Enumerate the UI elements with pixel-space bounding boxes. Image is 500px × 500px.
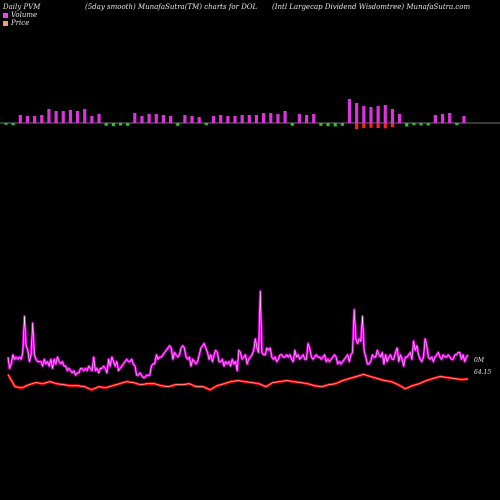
volume-bar	[326, 123, 330, 127]
volume-bar	[376, 106, 380, 123]
volume-bar	[369, 107, 373, 123]
volume-bar	[390, 123, 395, 128]
volume-bar	[197, 117, 201, 123]
volume-bar	[190, 116, 194, 123]
volume-bar	[283, 111, 287, 123]
volume-bar	[304, 115, 309, 123]
volume-bar	[183, 115, 187, 123]
volume-bar	[133, 113, 137, 123]
volume-bar	[161, 115, 166, 123]
volume-bar	[405, 123, 409, 127]
volume-bar	[154, 114, 158, 123]
legend-volume-label: Volume	[11, 11, 38, 19]
volume-bar	[397, 114, 402, 123]
header-right: (Intl Largecap Dividend Wisdomtree) Muna…	[272, 3, 471, 11]
volume-bars	[4, 99, 466, 129]
volume-bar	[419, 123, 423, 126]
volume-bar	[462, 116, 466, 123]
volume-bar	[355, 123, 359, 129]
volume-bar	[412, 123, 416, 126]
volume-bar	[362, 123, 366, 129]
volume-bar	[440, 114, 445, 123]
volume-bar	[262, 113, 266, 123]
volume-bar	[247, 115, 251, 123]
volume-bar	[376, 123, 380, 129]
volume-bar	[333, 123, 337, 127]
volume-bar	[61, 111, 65, 123]
volume-bar	[111, 123, 115, 127]
volume-bar	[147, 114, 151, 123]
volume-bar	[40, 115, 44, 123]
legend-volume: Volume	[3, 11, 37, 19]
volume-bar	[290, 123, 294, 126]
legend-volume-swatch	[3, 12, 8, 18]
volume-bar	[233, 116, 237, 123]
volume-bar	[369, 123, 373, 128]
volume-bar	[269, 113, 273, 123]
volume-bar	[11, 123, 15, 126]
volume-bar	[140, 116, 144, 123]
volume-bar	[68, 110, 73, 123]
legend-price-label: Price	[11, 19, 30, 27]
volume-bar	[204, 123, 208, 126]
volume-bar	[276, 114, 280, 123]
volume-bar	[362, 106, 366, 123]
legend-price: Price	[3, 19, 29, 27]
volume-bar	[25, 116, 30, 123]
series-lines	[6, 290, 470, 392]
volume-bar	[433, 115, 437, 123]
volume-bar	[118, 123, 123, 126]
volume-bar	[319, 123, 323, 126]
volume-bar	[219, 115, 223, 123]
volume-bar	[176, 123, 180, 126]
price-series-line	[6, 373, 469, 392]
legend-price-swatch	[3, 20, 8, 26]
volume-bar	[97, 114, 101, 123]
volume-bar	[54, 111, 58, 123]
volume-bar	[340, 123, 344, 126]
volume-bar	[297, 114, 302, 123]
volume-bar	[355, 103, 359, 123]
volume-bar	[455, 123, 459, 126]
header-center: (5day smooth) MunafaSutra(TM) charts for…	[85, 3, 258, 11]
volume-bar	[383, 105, 387, 123]
volume-bar	[240, 115, 244, 123]
volume-bar	[168, 116, 173, 123]
volume-bar	[47, 109, 51, 123]
volume-bar	[383, 123, 387, 129]
volume-bar	[426, 123, 430, 126]
volume-bar	[448, 113, 452, 123]
volume-bar	[104, 123, 108, 126]
volume-bar	[75, 111, 80, 123]
volume-bar	[226, 116, 230, 123]
volume-bar	[347, 99, 352, 123]
volume-bar	[254, 115, 259, 123]
volume-bar	[390, 109, 395, 123]
volume-bar	[4, 123, 8, 125]
price-value-label: 64.15	[474, 369, 491, 376]
header-left: Daily PVM	[3, 3, 41, 11]
volume-bar	[211, 116, 216, 123]
volume-bar	[83, 109, 87, 123]
volume-bar	[18, 115, 22, 123]
volume-bar	[126, 123, 130, 126]
volume-value-label: 0M	[474, 357, 485, 364]
volume-series-line	[6, 290, 470, 379]
volume-bar	[33, 116, 37, 123]
volume-bar	[312, 114, 316, 123]
volume-bar	[90, 116, 94, 123]
